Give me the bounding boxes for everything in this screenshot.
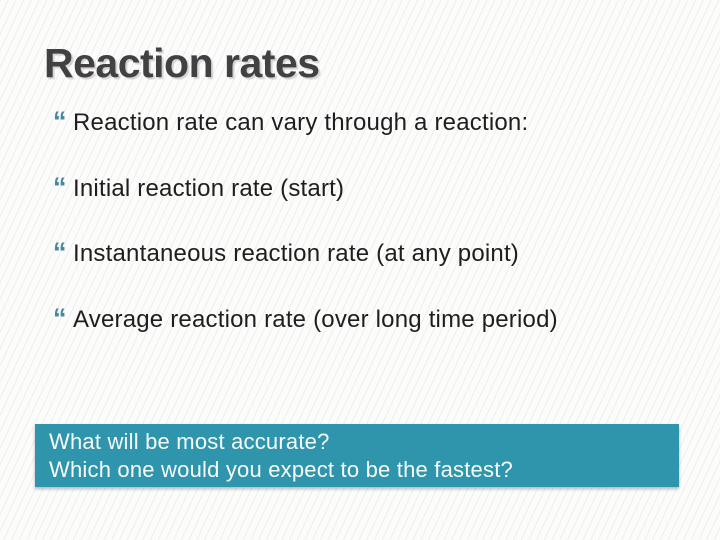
quote-bullet-icon: “ [53,106,67,136]
bullet-text: Initial reaction rate (start) [73,174,345,202]
quote-bullet-icon: “ [53,171,67,202]
list-item: “ Instantaneous reaction rate (at any po… [53,237,673,305]
quote-bullet-icon: “ [53,237,67,267]
bullet-list: “ Reaction rate can vary through a react… [53,106,673,371]
callout-box: What will be most accurate? Which one wo… [35,424,679,487]
callout-question-1: What will be most accurate? [49,429,330,454]
list-item: “ Average reaction rate (over long time … [53,302,673,371]
quote-bullet-icon: “ [53,302,67,333]
list-item: “ Reaction rate can vary through a react… [53,106,673,174]
callout-question-2: Which one would you expect to be the fas… [49,457,513,482]
bullet-text: Reaction rate can vary through a reactio… [73,109,529,136]
list-item: “ Initial reaction rate (start) [53,171,673,240]
bullet-text: Instantaneous reaction rate (at any poin… [73,240,520,267]
bullet-text: Average reaction rate (over long time pe… [73,305,558,333]
slide-title: Reaction rates [44,40,320,86]
